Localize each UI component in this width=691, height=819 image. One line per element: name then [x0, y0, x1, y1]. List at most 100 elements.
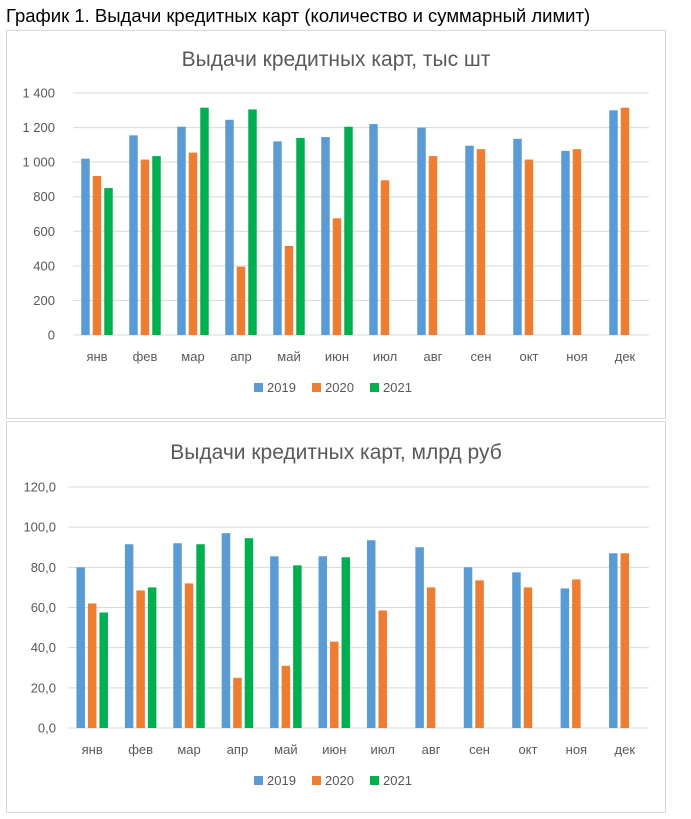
bar-2019-9 — [465, 145, 474, 335]
bar-2020-1 — [87, 603, 97, 728]
x-tick-label: апр — [227, 742, 249, 757]
bar-2021-1 — [104, 188, 113, 335]
y-tick-label: 1 200 — [22, 120, 55, 135]
chart-panel-count: Выдачи кредитных карт, тыс шт 0 200 400 600 8… — [6, 30, 666, 419]
chart-panel-amount: Выдачи кредитных карт, млрд руб 0,0 20,0 40… — [6, 421, 666, 813]
x-tick-label: июн — [325, 349, 349, 364]
bar-2021-4 — [248, 109, 257, 336]
bar-2019-10 — [513, 138, 522, 335]
bar-2020-9 — [476, 149, 486, 335]
x-tick-label: май — [274, 742, 297, 757]
y-tick-label: 1 000 — [22, 155, 55, 170]
y-tick-label: 100,0 — [23, 520, 56, 535]
bar-2019-12 — [609, 110, 618, 336]
bar-2020-9 — [475, 580, 484, 728]
bar-2019-11 — [560, 588, 570, 728]
x-tick-label: июл — [373, 349, 397, 364]
bar-2021-5 — [296, 137, 305, 335]
bar-2021-3 — [200, 107, 209, 335]
chart-title: Выдачи кредитных карт, тыс шт — [182, 48, 491, 71]
bar-2020-4 — [236, 266, 246, 335]
x-tick-label: сен — [471, 349, 492, 364]
bar-2021-2 — [147, 587, 157, 728]
bar-2019-7 — [369, 124, 378, 335]
y-tick-label: 400 — [33, 258, 55, 273]
bar-2019-8 — [415, 547, 424, 728]
bar-2020-2 — [140, 159, 150, 335]
bar-2020-4 — [233, 677, 242, 728]
bar-2021-1 — [99, 612, 108, 728]
bar-2020-2 — [136, 590, 145, 728]
bar-2020-7 — [378, 610, 387, 728]
legend-swatch-2020 — [312, 776, 321, 785]
bar-2020-3 — [184, 583, 194, 728]
bar-2019-2 — [124, 544, 134, 728]
x-tick-label: окт — [518, 742, 537, 757]
bar-2019-6 — [318, 556, 328, 728]
legend-swatch-2021 — [370, 776, 379, 785]
chart-title: Выдачи кредитных карт, млрд руб — [170, 441, 501, 464]
bar-2020-11 — [572, 149, 582, 335]
legend-swatch-2020 — [312, 383, 321, 392]
x-tick-label: июл — [371, 742, 395, 757]
bar-2020-3 — [188, 152, 198, 335]
legend-label-2019: 2019 — [267, 773, 296, 788]
bar-2019-10 — [512, 572, 521, 728]
x-tick-label: дек — [615, 742, 636, 757]
bar-2020-8 — [428, 156, 438, 335]
bar-2019-2 — [129, 135, 138, 335]
x-tick-label: авг — [424, 349, 443, 364]
bar-2019-4 — [221, 533, 231, 728]
bar-2021-3 — [196, 544, 205, 728]
bar-2020-12 — [620, 553, 630, 728]
bar-2019-4 — [225, 119, 234, 336]
legend-label-2021: 2021 — [383, 773, 412, 788]
bar-2019-1 — [76, 567, 85, 728]
page-title: График 1. Выдачи кредитных карт (количес… — [6, 5, 591, 26]
y-tick-label: 200 — [33, 293, 55, 308]
bar-2020-5 — [281, 665, 291, 728]
chart-count-svg: Выдачи кредитных карт, тыс шт 0 200 400 600 8… — [22, 48, 649, 395]
y-tick-label: 60,0 — [31, 600, 56, 615]
bar-2020-12 — [620, 107, 630, 335]
legend-swatch-2019 — [254, 776, 263, 785]
bar-2019-11 — [561, 150, 570, 335]
bar-2021-2 — [152, 156, 161, 335]
x-tick-label: янв — [82, 742, 103, 757]
x-tick-label: май — [277, 349, 300, 364]
bar-2020-6 — [332, 218, 342, 335]
x-tick-label: дек — [615, 349, 636, 364]
bar-2020-10 — [524, 159, 534, 335]
bar-2020-7 — [380, 180, 390, 335]
x-tick-label: ноя — [566, 742, 587, 757]
bar-2020-1 — [92, 175, 102, 335]
bar-2020-10 — [523, 587, 533, 728]
legend-label-2021: 2021 — [383, 380, 412, 395]
y-tick-label: 40,0 — [31, 640, 56, 655]
y-tick-label: 600 — [33, 224, 55, 239]
bar-2019-3 — [177, 126, 186, 335]
y-tick-label: 800 — [33, 189, 55, 204]
bar-2021-6 — [341, 557, 351, 728]
x-tick-label: фев — [128, 742, 153, 757]
bar-2019-1 — [81, 158, 90, 335]
bar-2021-5 — [293, 565, 302, 728]
y-tick-label: 0 — [48, 328, 55, 343]
y-tick-label: 120,0 — [23, 480, 56, 495]
bar-2019-9 — [463, 567, 473, 728]
bar-2019-6 — [321, 137, 330, 335]
x-tick-label: фев — [133, 349, 158, 364]
legend-swatch-2021 — [370, 383, 379, 392]
y-tick-label: 1 400 — [22, 86, 55, 101]
y-tick-label: 80,0 — [31, 560, 56, 575]
legend-label-2019: 2019 — [267, 380, 296, 395]
x-tick-label: мар — [181, 349, 204, 364]
x-tick-label: янв — [86, 349, 107, 364]
legend-swatch-2019 — [254, 383, 263, 392]
y-tick-label: 0,0 — [38, 721, 56, 736]
bar-2019-3 — [173, 543, 182, 728]
x-tick-label: ноя — [566, 349, 587, 364]
legend-label-2020: 2020 — [325, 773, 354, 788]
bar-2021-4 — [244, 538, 254, 728]
bar-2020-8 — [426, 587, 436, 728]
